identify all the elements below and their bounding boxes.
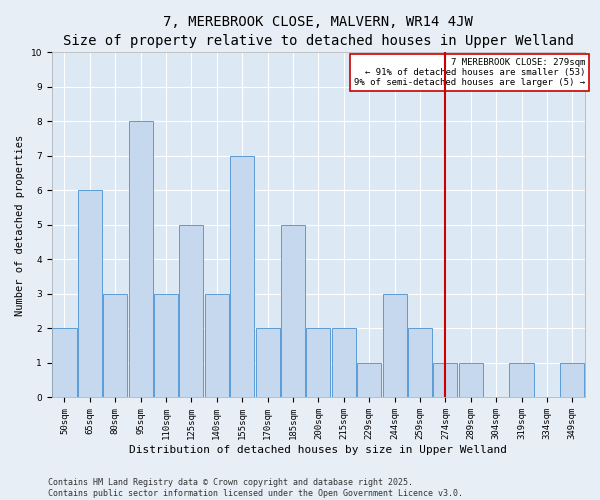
Bar bbox=[128, 122, 153, 398]
Bar bbox=[52, 328, 77, 398]
Bar bbox=[78, 190, 102, 398]
Bar bbox=[383, 294, 407, 398]
Bar bbox=[230, 156, 254, 398]
Bar bbox=[281, 225, 305, 398]
Bar bbox=[154, 294, 178, 398]
Y-axis label: Number of detached properties: Number of detached properties bbox=[15, 134, 25, 316]
Bar bbox=[357, 363, 381, 398]
Text: Contains HM Land Registry data © Crown copyright and database right 2025.
Contai: Contains HM Land Registry data © Crown c… bbox=[48, 478, 463, 498]
Bar bbox=[307, 328, 331, 398]
Title: 7, MEREBROOK CLOSE, MALVERN, WR14 4JW
Size of property relative to detached hous: 7, MEREBROOK CLOSE, MALVERN, WR14 4JW Si… bbox=[63, 15, 574, 48]
X-axis label: Distribution of detached houses by size in Upper Welland: Distribution of detached houses by size … bbox=[130, 445, 508, 455]
Bar bbox=[332, 328, 356, 398]
Bar bbox=[433, 363, 457, 398]
Bar bbox=[179, 225, 203, 398]
Bar bbox=[509, 363, 533, 398]
Bar bbox=[560, 363, 584, 398]
Bar bbox=[458, 363, 483, 398]
Bar bbox=[103, 294, 127, 398]
Bar bbox=[205, 294, 229, 398]
Text: 7 MEREBROOK CLOSE: 279sqm
← 91% of detached houses are smaller (53)
9% of semi-d: 7 MEREBROOK CLOSE: 279sqm ← 91% of detac… bbox=[354, 58, 585, 88]
Bar bbox=[408, 328, 432, 398]
Bar bbox=[256, 328, 280, 398]
